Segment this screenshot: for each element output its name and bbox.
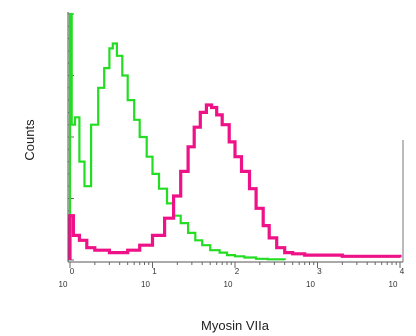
x-ticks [69, 262, 401, 268]
series-line-2 [68, 103, 402, 260]
x-tick-label-exponent: 2 [235, 267, 240, 276]
x-tick-label-base: 10 [389, 280, 398, 289]
x-tick-label-base: 10 [141, 280, 150, 289]
y-axis-title: Counts [22, 119, 37, 161]
plot-frame [67, 12, 404, 263]
x-tick-label-exponent: 0 [70, 267, 75, 276]
x-tick-label-exponent: 3 [317, 267, 322, 276]
x-tick-label-base: 10 [224, 280, 233, 289]
x-tick-label-exponent: 1 [152, 267, 157, 276]
series-line-1 [68, 12, 286, 261]
series-layer [68, 12, 402, 261]
x-tick-label-base: 10 [306, 280, 315, 289]
x-axis-title: Myosin VIIa [201, 318, 270, 333]
x-tick-label-exponent: 4 [400, 267, 405, 276]
x-tick-label-base: 10 [59, 280, 68, 289]
